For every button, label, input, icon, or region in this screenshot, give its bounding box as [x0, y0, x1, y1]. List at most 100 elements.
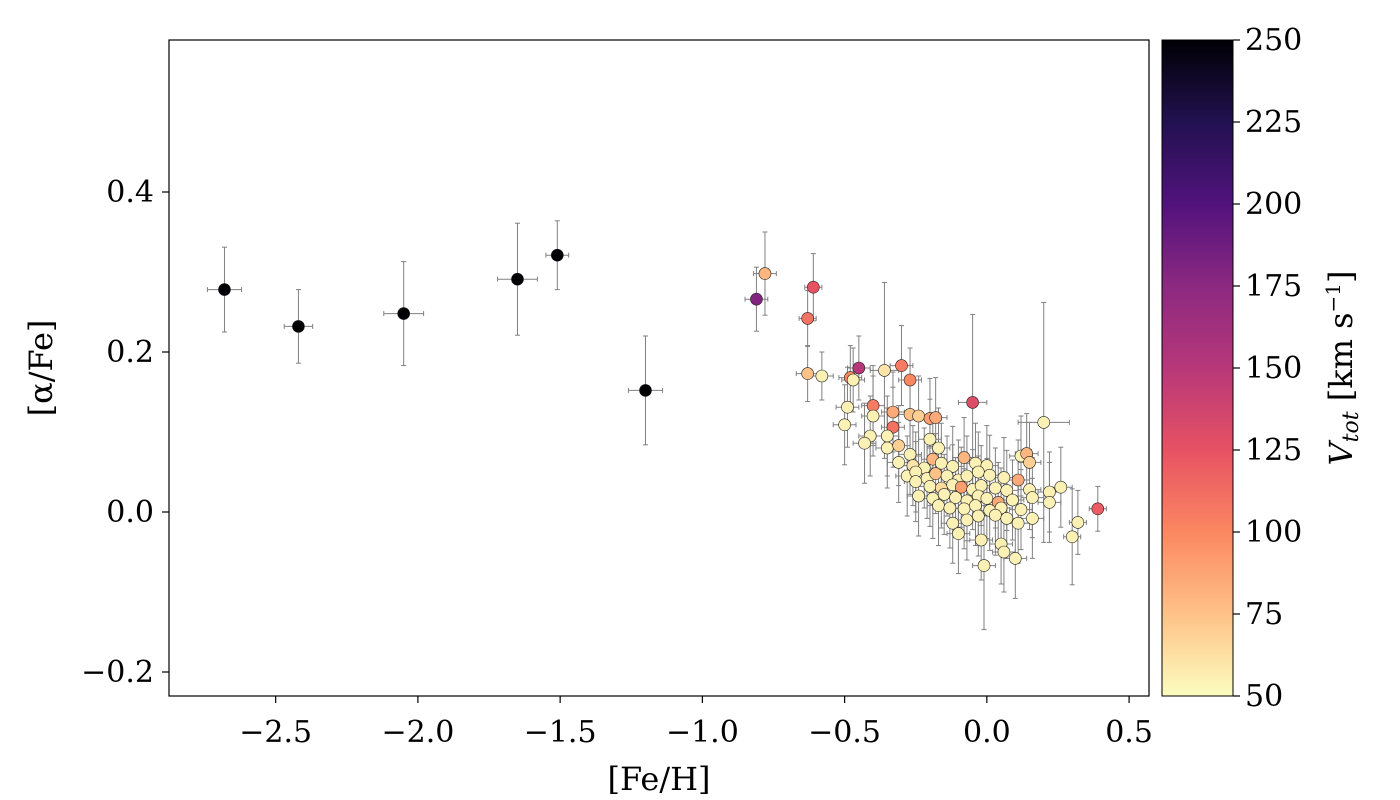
- data-point: [397, 307, 410, 320]
- data-point: [878, 364, 891, 377]
- data-point: [1091, 502, 1105, 516]
- data-point: [940, 469, 954, 483]
- x-tick-label: −0.5: [808, 715, 881, 750]
- data-point: [997, 545, 1011, 559]
- y-tick-label: 0.2: [106, 335, 154, 370]
- data-point: [989, 508, 1002, 522]
- data-point: [929, 467, 942, 480]
- data-point: [801, 367, 814, 380]
- axis-ticks: −2.5 −2.0 −1.5 −1.0 −0.5 0.0 0.5 −0.2 0.0 0.2 0.4: [81, 175, 1153, 750]
- data-point: [937, 488, 951, 501]
- data-point: [1011, 473, 1025, 487]
- x-tick-label: −1.0: [666, 715, 739, 750]
- data-point: [977, 559, 991, 572]
- data-point: [807, 280, 820, 294]
- data-point: [852, 361, 866, 375]
- data-point: [1011, 516, 1025, 530]
- data-point: [1023, 456, 1036, 469]
- data-point: [1054, 480, 1068, 494]
- data-point: [943, 501, 957, 515]
- colorbar-tick-label: 100: [1245, 515, 1302, 550]
- colorbar-tick-label: 225: [1245, 105, 1302, 140]
- data-point: [1065, 530, 1079, 544]
- data-point: [218, 283, 231, 296]
- data-point: [750, 292, 763, 306]
- data-point: [880, 441, 894, 455]
- data-point: [957, 451, 971, 464]
- data-point: [960, 469, 974, 483]
- colorbar-tick-label: 175: [1245, 269, 1302, 304]
- data-point: [1008, 552, 1022, 565]
- data-point: [758, 267, 772, 280]
- data-point: [989, 481, 1002, 495]
- data-point: [946, 516, 960, 530]
- data-point: [972, 509, 985, 523]
- colorbar-tick-label: 250: [1245, 23, 1302, 58]
- data-point: [886, 405, 900, 419]
- data-point: [923, 480, 937, 493]
- data-point: [912, 489, 925, 503]
- data-point: [980, 492, 994, 505]
- data-point: [838, 418, 851, 432]
- data-point: [1071, 516, 1085, 529]
- data-point: [923, 432, 937, 446]
- data-point: [1037, 416, 1051, 429]
- data-point: [895, 359, 908, 372]
- data-point: [858, 436, 871, 450]
- data-point: [997, 471, 1011, 484]
- x-axis-title: [Fe/H]: [607, 760, 710, 798]
- colorbar-tick-label: 75: [1245, 597, 1283, 632]
- data-point: [966, 396, 979, 409]
- x-tick-label: −1.5: [524, 715, 597, 750]
- data-point: [1026, 512, 1039, 525]
- data-point: [892, 456, 905, 469]
- x-tick-label: 0.0: [963, 715, 1011, 750]
- y-tick-label: −0.2: [81, 655, 154, 690]
- data-point: [815, 369, 829, 383]
- data-point: [866, 409, 880, 423]
- data-point: [1006, 493, 1019, 507]
- colorbar-tick-label: 50: [1245, 679, 1283, 714]
- data-point: [903, 373, 917, 387]
- data-point: [957, 502, 971, 516]
- data-point: [983, 468, 996, 482]
- y-tick-label: 0.4: [106, 175, 154, 210]
- data-point: [801, 312, 814, 325]
- data-point: [974, 479, 988, 492]
- data-point: [1000, 484, 1014, 497]
- data-point: [932, 441, 945, 455]
- data-point: [954, 480, 968, 494]
- data-point: [969, 499, 982, 512]
- data-point: [929, 411, 942, 424]
- data-point: [960, 513, 974, 527]
- colorbar-label: Vtot [km s−1]: [1321, 271, 1364, 466]
- data-point: [841, 400, 854, 414]
- colorbar-tick-label: 125: [1245, 433, 1302, 468]
- data-point: [551, 248, 564, 262]
- data-point: [935, 456, 948, 470]
- x-tick-label: −2.0: [381, 715, 454, 750]
- colorbar: [1161, 39, 1234, 697]
- data-point: [972, 465, 985, 479]
- data-point: [1000, 512, 1014, 525]
- y-axis-title: [α/Fe]: [22, 320, 60, 417]
- data-point: [639, 384, 652, 397]
- colorbar-tick-label: 150: [1245, 351, 1302, 386]
- data-point: [932, 499, 945, 512]
- data-point: [952, 527, 965, 540]
- y-tick-label: 0.0: [106, 495, 154, 530]
- colorbar-ticks: 50 75 100 125 150 175 200 225 250: [1233, 23, 1302, 714]
- data-point: [974, 533, 988, 547]
- data-point: [903, 448, 917, 461]
- data-point: [1014, 503, 1028, 516]
- data-point: [1026, 491, 1039, 504]
- data-point: [892, 439, 905, 452]
- data-point: [880, 429, 894, 443]
- data-points: [218, 248, 1105, 572]
- data-point: [912, 409, 925, 423]
- data-point: [511, 272, 524, 286]
- plot-frame: [168, 39, 1150, 697]
- data-point: [949, 491, 962, 504]
- data-point: [846, 373, 860, 387]
